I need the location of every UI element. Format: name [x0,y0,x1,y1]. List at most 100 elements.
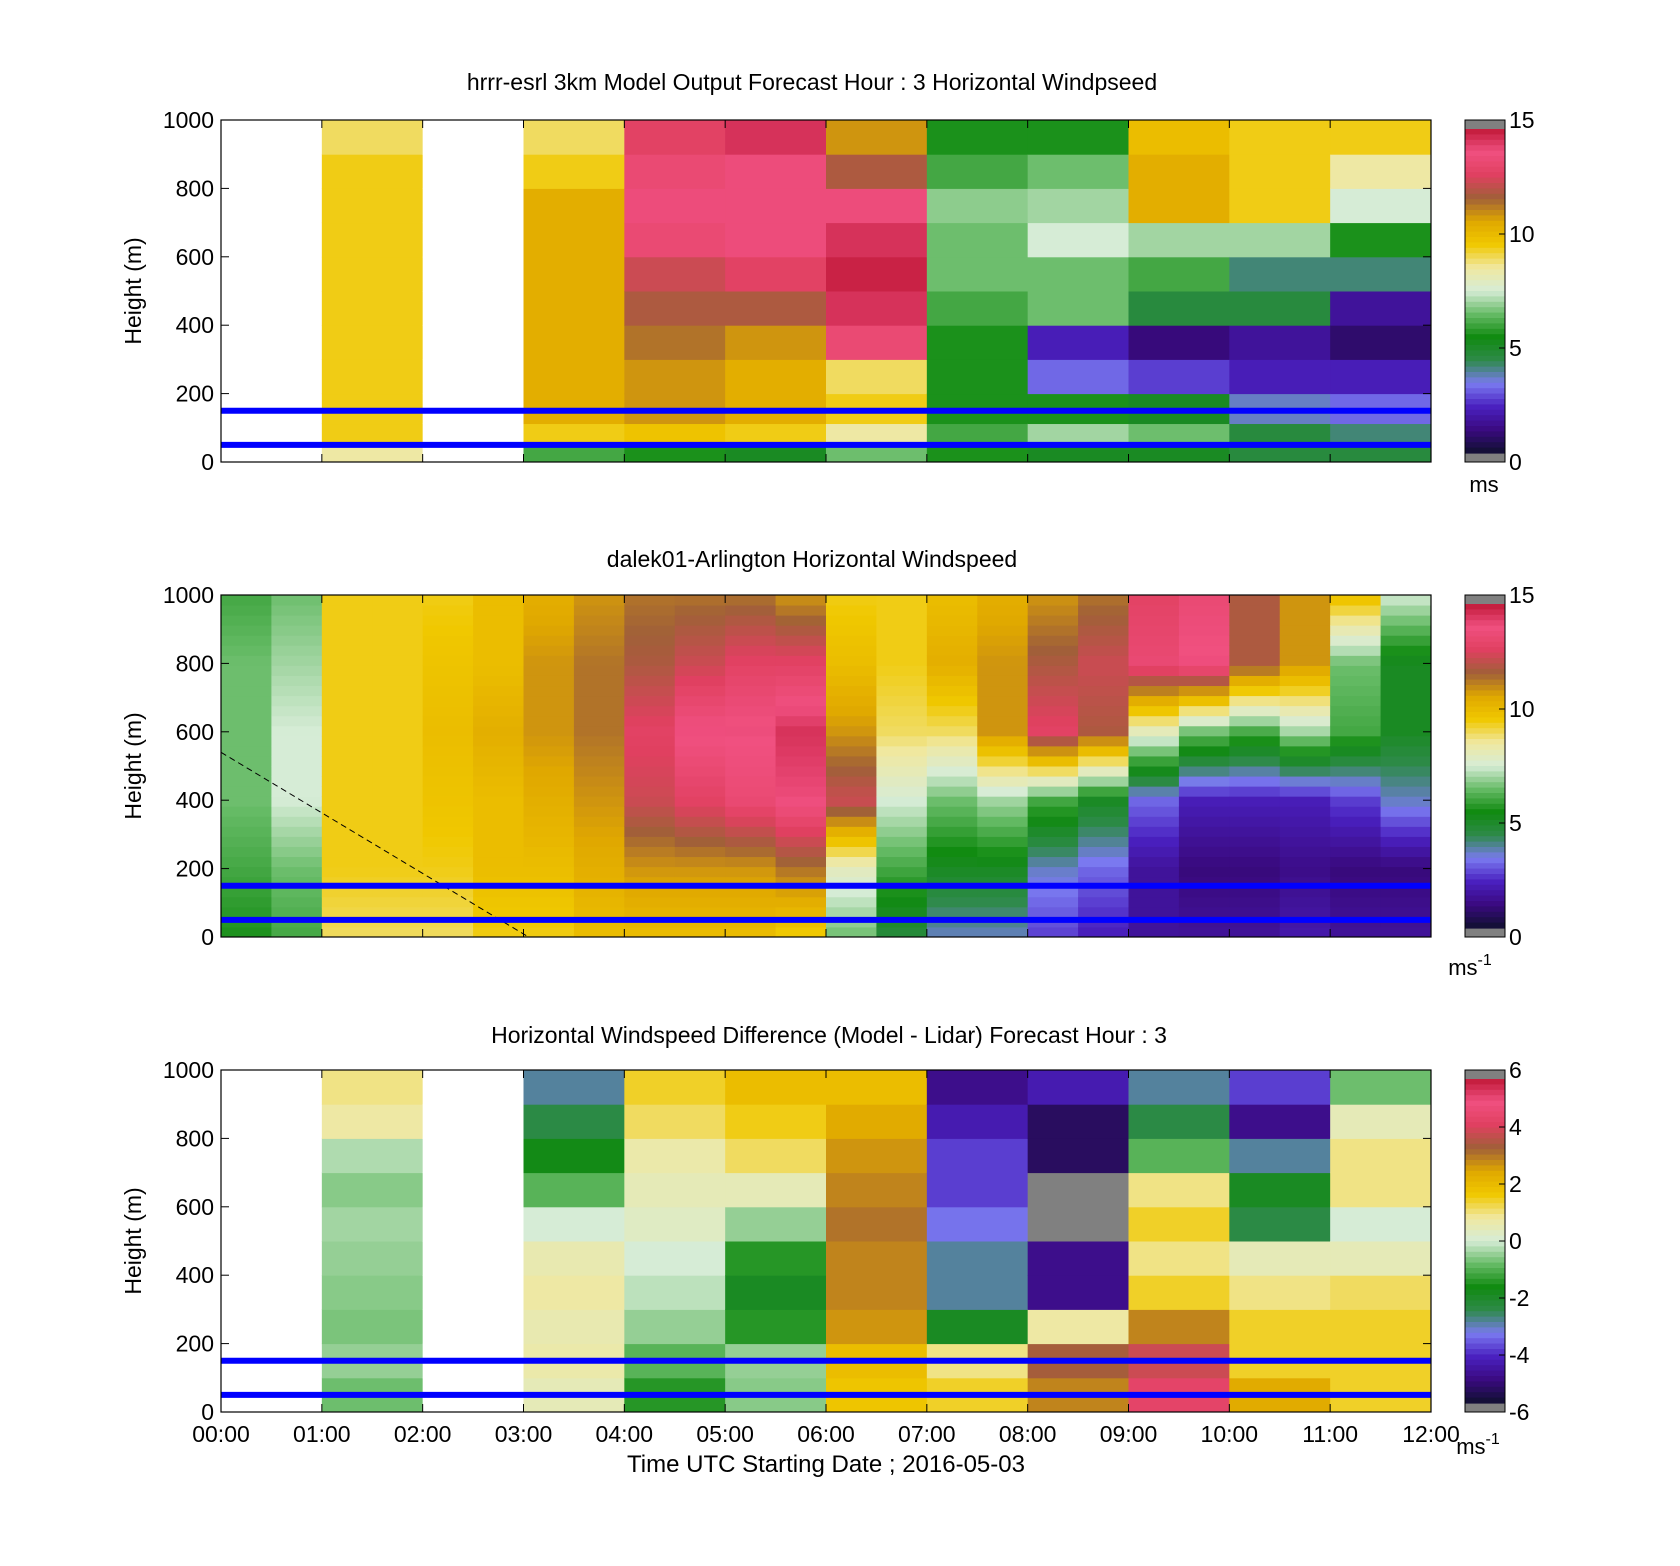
heatmap-cell [775,755,827,767]
heatmap-cell [1229,444,1331,463]
heatmap-cell [271,786,323,797]
heatmap-cell [674,745,726,757]
heatmap-cell [221,359,323,395]
heatmap-cell [1128,685,1180,697]
heatmap-cell [1178,735,1230,747]
colorbar-segment [1465,814,1505,821]
heatmap-cell [221,755,272,767]
heatmap-cell [1279,866,1331,878]
colorbar-segment [1465,339,1505,346]
heatmap-cell [1229,806,1281,817]
heatmap-cell [1128,655,1180,666]
colorbar-segment [1465,712,1505,718]
heatmap-cell [523,786,575,797]
colorbar-segment [1465,361,1505,368]
heatmap-cell [926,705,978,717]
heatmap-cell [473,846,524,858]
heatmap-cell [1229,876,1281,888]
heatmap-cell [826,685,877,697]
heatmap-cell [1380,655,1432,666]
heatmap-cell [674,725,726,737]
heatmap-cell [826,625,877,636]
heatmap-cell [422,926,474,938]
y-tick-label: 200 [176,856,214,882]
heatmap-cell [422,645,474,656]
heatmap-cell [1380,836,1432,847]
heatmap-cell [573,675,625,687]
heatmap-cell [523,866,575,878]
heatmap-cell [624,776,676,787]
heatmap-cell [826,154,928,189]
heatmap-cell [1279,635,1331,646]
heatmap-cell [775,745,827,757]
heatmap-cell [1027,1206,1129,1242]
heatmap-cell [926,745,978,757]
heatmap-cell [271,876,323,888]
heatmap-cell [221,655,272,666]
heatmap-cell [372,635,424,646]
heatmap-cell [1229,1104,1331,1139]
heatmap-cell [321,423,424,446]
heatmap-cell [573,655,625,666]
heatmap-cell [725,685,777,697]
colorbar-segment [1465,663,1505,670]
heatmap-cell [826,1275,928,1310]
heatmap-cell [1128,796,1180,807]
heatmap-cell [372,906,424,918]
heatmap-cell [1279,685,1331,697]
heatmap-cell [271,816,323,827]
heatmap-cell [422,154,524,189]
heatmap-cell [422,745,474,757]
heatmap-cell [523,1104,625,1139]
heatmap-cell [1330,222,1432,258]
heatmap-cell [1027,325,1129,360]
colorbar-segment [1465,274,1505,281]
heatmap-cell [1380,705,1432,717]
heatmap-cell [473,816,524,827]
heatmap-cell [1178,685,1230,697]
panel2-unit-sup: -1 [1478,952,1492,969]
heatmap-cell [977,876,1029,888]
colorbar-segment [1465,695,1505,702]
heatmap-cell [876,635,928,646]
heatmap-cell [1380,896,1432,908]
colorbar-segment [1465,809,1505,816]
colorbar-segment [1465,1316,1505,1323]
heatmap-cell [422,866,474,878]
colorbar-segment [1465,447,1505,454]
heatmap-cell [1027,786,1079,797]
heatmap-cell [674,645,726,656]
heatmap-cell [1279,896,1331,908]
heatmap-cell [473,876,524,888]
heatmap-cell [221,665,272,676]
heatmap-cell [775,705,827,717]
heatmap-cell [1128,826,1180,837]
heatmap-cell [725,926,777,938]
heatmap-cell [725,605,777,616]
heatmap-cell [674,846,726,858]
heatmap-cell [1178,786,1230,797]
heatmap-cell [624,645,676,656]
colorbar-segment [1465,1365,1505,1372]
heatmap-cell [573,876,625,888]
colorbar-segment [1465,874,1505,880]
heatmap-cell [221,1138,323,1174]
heatmap-cell [1178,675,1230,687]
heatmap-cell [473,776,524,787]
heatmap-cell [1279,745,1331,757]
heatmap-cell [1279,715,1331,727]
heatmap-cell [321,1206,424,1242]
heatmap-cell [926,1104,1029,1139]
heatmap-cell [1128,876,1180,888]
heatmap-cell [977,685,1029,697]
heatmap-cell [674,776,726,787]
heatmap-cell [473,806,524,817]
heatmap-cell [1027,665,1079,676]
heatmap-cell [876,846,928,858]
heatmap-cell [1330,776,1382,787]
heatmap-cell [1128,625,1180,636]
heatmap-cell [422,725,474,737]
heatmap-cell [1330,836,1382,847]
heatmap-cell [271,735,323,747]
heatmap-cell [826,735,877,747]
